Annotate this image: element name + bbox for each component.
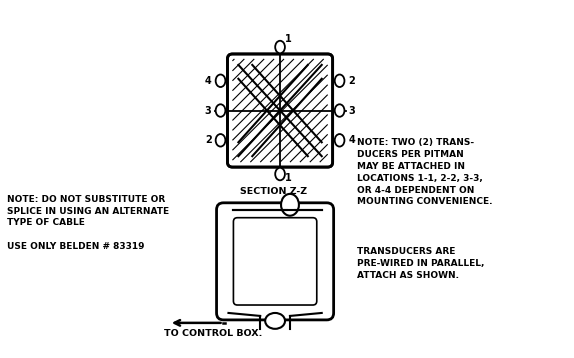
Text: 2: 2 [205,135,212,145]
Ellipse shape [335,74,344,87]
Text: 4: 4 [205,76,212,86]
FancyBboxPatch shape [216,203,333,320]
Text: NOTE: DO NOT SUBSTITUTE OR
SPLICE IN USING AN ALTERNATE
TYPE OF CABLE

USE ONLY : NOTE: DO NOT SUBSTITUTE OR SPLICE IN USI… [7,195,169,251]
Ellipse shape [335,104,344,117]
FancyBboxPatch shape [234,218,317,305]
Text: 1: 1 [285,173,292,183]
Text: 3: 3 [348,106,355,116]
Ellipse shape [265,313,285,329]
Ellipse shape [216,74,226,87]
Ellipse shape [275,41,285,53]
Text: 1: 1 [285,34,292,44]
Text: 4: 4 [348,135,355,145]
Text: 2: 2 [348,76,355,86]
Ellipse shape [335,134,344,146]
Ellipse shape [281,194,299,216]
Ellipse shape [275,168,285,180]
Ellipse shape [216,104,226,117]
Ellipse shape [216,134,226,146]
FancyBboxPatch shape [227,54,333,167]
Text: NOTE: TWO (2) TRANS-
DUCERS PER PITMAN
MAY BE ATTACHED IN
LOCATIONS 1-1, 2-2, 3-: NOTE: TWO (2) TRANS- DUCERS PER PITMAN M… [358,138,493,206]
Text: TO CONTROL BOX.: TO CONTROL BOX. [164,329,262,338]
Text: 3: 3 [205,106,212,116]
Text: TRANSDUCERS ARE
PRE-WIRED IN PARALLEL,
ATTACH AS SHOWN.: TRANSDUCERS ARE PRE-WIRED IN PARALLEL, A… [358,247,485,280]
Text: SECTION Z-Z: SECTION Z-Z [241,187,307,196]
